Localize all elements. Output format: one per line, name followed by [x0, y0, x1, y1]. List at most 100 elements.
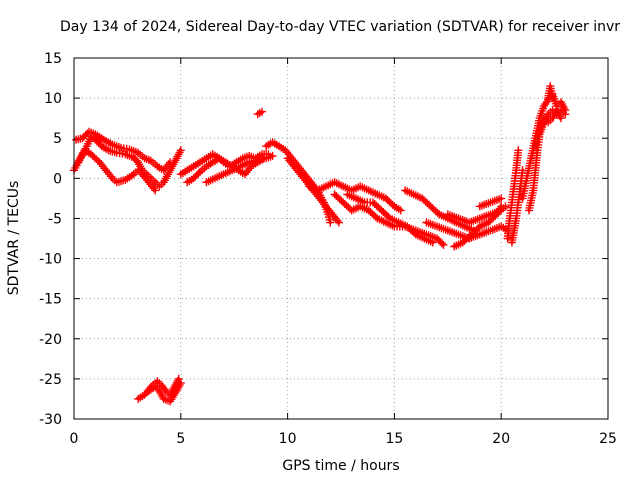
data-point — [555, 108, 559, 112]
data-point — [264, 144, 268, 148]
y-tick-label: -15 — [39, 292, 62, 308]
series-marks — [74, 146, 160, 195]
data-point — [333, 192, 337, 196]
data-point — [284, 148, 287, 152]
data-point — [260, 110, 264, 114]
y-tick-label: 0 — [53, 171, 62, 187]
x-tick-label: 0 — [70, 431, 79, 447]
data-point — [478, 216, 482, 220]
data-point — [435, 225, 439, 228]
data-point — [157, 184, 161, 188]
y-tick-labels: -30 -25 -20 -15 -10 -5 0 5 10 15 — [39, 51, 62, 428]
data-point — [384, 196, 388, 200]
data-point — [516, 200, 520, 204]
data-point — [147, 180, 151, 184]
data-point — [551, 96, 554, 100]
data-point — [542, 104, 546, 108]
y-tick-label: 5 — [53, 131, 62, 147]
data-point — [100, 144, 104, 148]
data-point — [110, 176, 114, 180]
data-point — [318, 196, 322, 200]
y-tick-label: -25 — [39, 372, 62, 388]
data-point — [531, 188, 535, 192]
data-point — [123, 152, 127, 156]
data-point — [249, 164, 253, 168]
data-point-markers — [262, 138, 335, 227]
data-point — [213, 176, 217, 180]
data-point — [115, 151, 119, 155]
data-point — [363, 200, 366, 204]
data-point — [76, 160, 80, 164]
data-point — [192, 176, 196, 180]
y-tick-label: -30 — [39, 412, 62, 428]
data-point — [542, 116, 546, 120]
data-point — [277, 144, 281, 148]
series-marks — [503, 146, 523, 243]
data-point — [136, 397, 140, 401]
series-marks — [544, 82, 557, 103]
data-point — [149, 159, 153, 163]
data-point — [521, 168, 525, 172]
data-point — [403, 188, 407, 192]
y-tick-label: -10 — [39, 252, 62, 268]
data-point — [175, 156, 178, 160]
data-point — [324, 184, 328, 188]
x-tick-label: 15 — [385, 431, 403, 447]
data-point — [136, 168, 140, 172]
data-point — [525, 176, 529, 180]
data-point — [198, 170, 202, 174]
data-point — [538, 116, 542, 120]
data-point — [533, 168, 537, 172]
series-marks — [450, 202, 506, 251]
data-point — [123, 178, 127, 182]
data-point — [155, 164, 159, 168]
data-point — [179, 172, 183, 176]
data-point — [115, 180, 119, 184]
data-point — [516, 148, 520, 152]
data-point — [478, 204, 482, 208]
data-point — [331, 212, 334, 216]
data-point-markers — [253, 107, 266, 119]
data-point — [153, 385, 157, 389]
data-point — [166, 172, 170, 176]
data-point — [527, 208, 531, 212]
data-point — [489, 200, 492, 204]
series-marks — [531, 106, 565, 151]
data-point — [463, 225, 467, 228]
data-point — [179, 381, 183, 385]
data-point — [157, 389, 161, 393]
data-point — [512, 184, 516, 188]
data-point — [469, 233, 473, 236]
axis-ticks — [73, 57, 609, 420]
data-point — [93, 132, 97, 136]
data-point — [192, 164, 196, 168]
data-point — [143, 393, 146, 397]
data-marks — [70, 82, 570, 406]
data-point — [548, 84, 552, 88]
data-point — [179, 148, 183, 152]
data-point — [230, 168, 234, 172]
x-tick-label: 10 — [279, 431, 297, 447]
data-point — [241, 156, 245, 160]
data-point — [98, 160, 102, 164]
data-point — [546, 96, 550, 100]
series-marks — [305, 178, 405, 215]
y-tick-label: 15 — [44, 51, 62, 67]
data-point — [177, 377, 181, 381]
data-point — [392, 204, 396, 208]
data-point — [489, 229, 492, 232]
data-point — [380, 208, 384, 212]
series-marks — [343, 190, 437, 247]
data-point — [271, 140, 275, 144]
data-point — [358, 204, 362, 208]
series-marks — [183, 154, 269, 187]
data-point — [486, 221, 490, 224]
x-axis-label: GPS time / hours — [282, 458, 399, 474]
data-point — [420, 196, 424, 200]
data-point — [510, 200, 514, 204]
data-point — [119, 146, 123, 150]
data-point — [132, 172, 136, 176]
data-point — [211, 160, 215, 164]
data-point — [110, 143, 114, 147]
data-point — [414, 233, 418, 236]
